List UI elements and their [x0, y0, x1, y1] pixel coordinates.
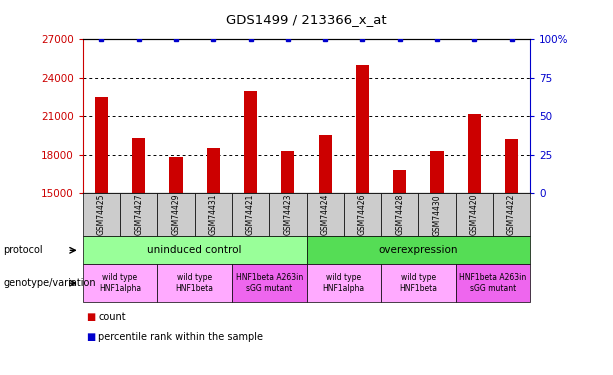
Text: protocol: protocol [3, 245, 43, 255]
Text: GSM74430: GSM74430 [433, 194, 441, 236]
Bar [244, 91, 257, 193]
Text: GSM74425: GSM74425 [97, 194, 106, 236]
Text: wild type
HNF1alpha: wild type HNF1alpha [99, 273, 141, 293]
Bar [132, 138, 145, 193]
Text: GSM74428: GSM74428 [395, 194, 404, 236]
Text: wild type
HNF1beta: wild type HNF1beta [400, 273, 437, 293]
Text: GSM74420: GSM74420 [470, 194, 479, 236]
Text: GSM74422: GSM74422 [507, 194, 516, 236]
Text: wild type
HNF1alpha: wild type HNF1alpha [322, 273, 365, 293]
Text: GSM74431: GSM74431 [209, 194, 218, 236]
Text: ■: ■ [86, 332, 95, 342]
Text: count: count [98, 312, 126, 322]
Text: GSM74421: GSM74421 [246, 194, 255, 236]
Text: GSM74426: GSM74426 [358, 194, 367, 236]
Bar [356, 65, 369, 193]
Text: percentile rank within the sample: percentile rank within the sample [98, 332, 263, 342]
Bar [505, 140, 518, 193]
Bar [169, 157, 183, 193]
Text: HNF1beta A263in
sGG mutant: HNF1beta A263in sGG mutant [235, 273, 303, 293]
Text: ■: ■ [86, 312, 95, 322]
Text: genotype/variation: genotype/variation [3, 278, 96, 288]
Text: uninduced control: uninduced control [147, 245, 242, 255]
Bar [319, 135, 332, 193]
Text: GSM74429: GSM74429 [172, 194, 180, 236]
Text: GDS1499 / 213366_x_at: GDS1499 / 213366_x_at [226, 13, 387, 26]
Bar [207, 148, 220, 193]
Text: GSM74424: GSM74424 [321, 194, 330, 236]
Bar [468, 114, 481, 193]
Text: GSM74427: GSM74427 [134, 194, 143, 236]
Bar [95, 97, 108, 193]
Text: GSM74423: GSM74423 [283, 194, 292, 236]
Text: HNF1beta A263in
sGG mutant: HNF1beta A263in sGG mutant [459, 273, 527, 293]
Text: overexpression: overexpression [379, 245, 458, 255]
Text: wild type
HNF1beta: wild type HNF1beta [176, 273, 213, 293]
Bar [281, 151, 294, 193]
Bar [430, 151, 444, 193]
Bar [393, 170, 406, 193]
